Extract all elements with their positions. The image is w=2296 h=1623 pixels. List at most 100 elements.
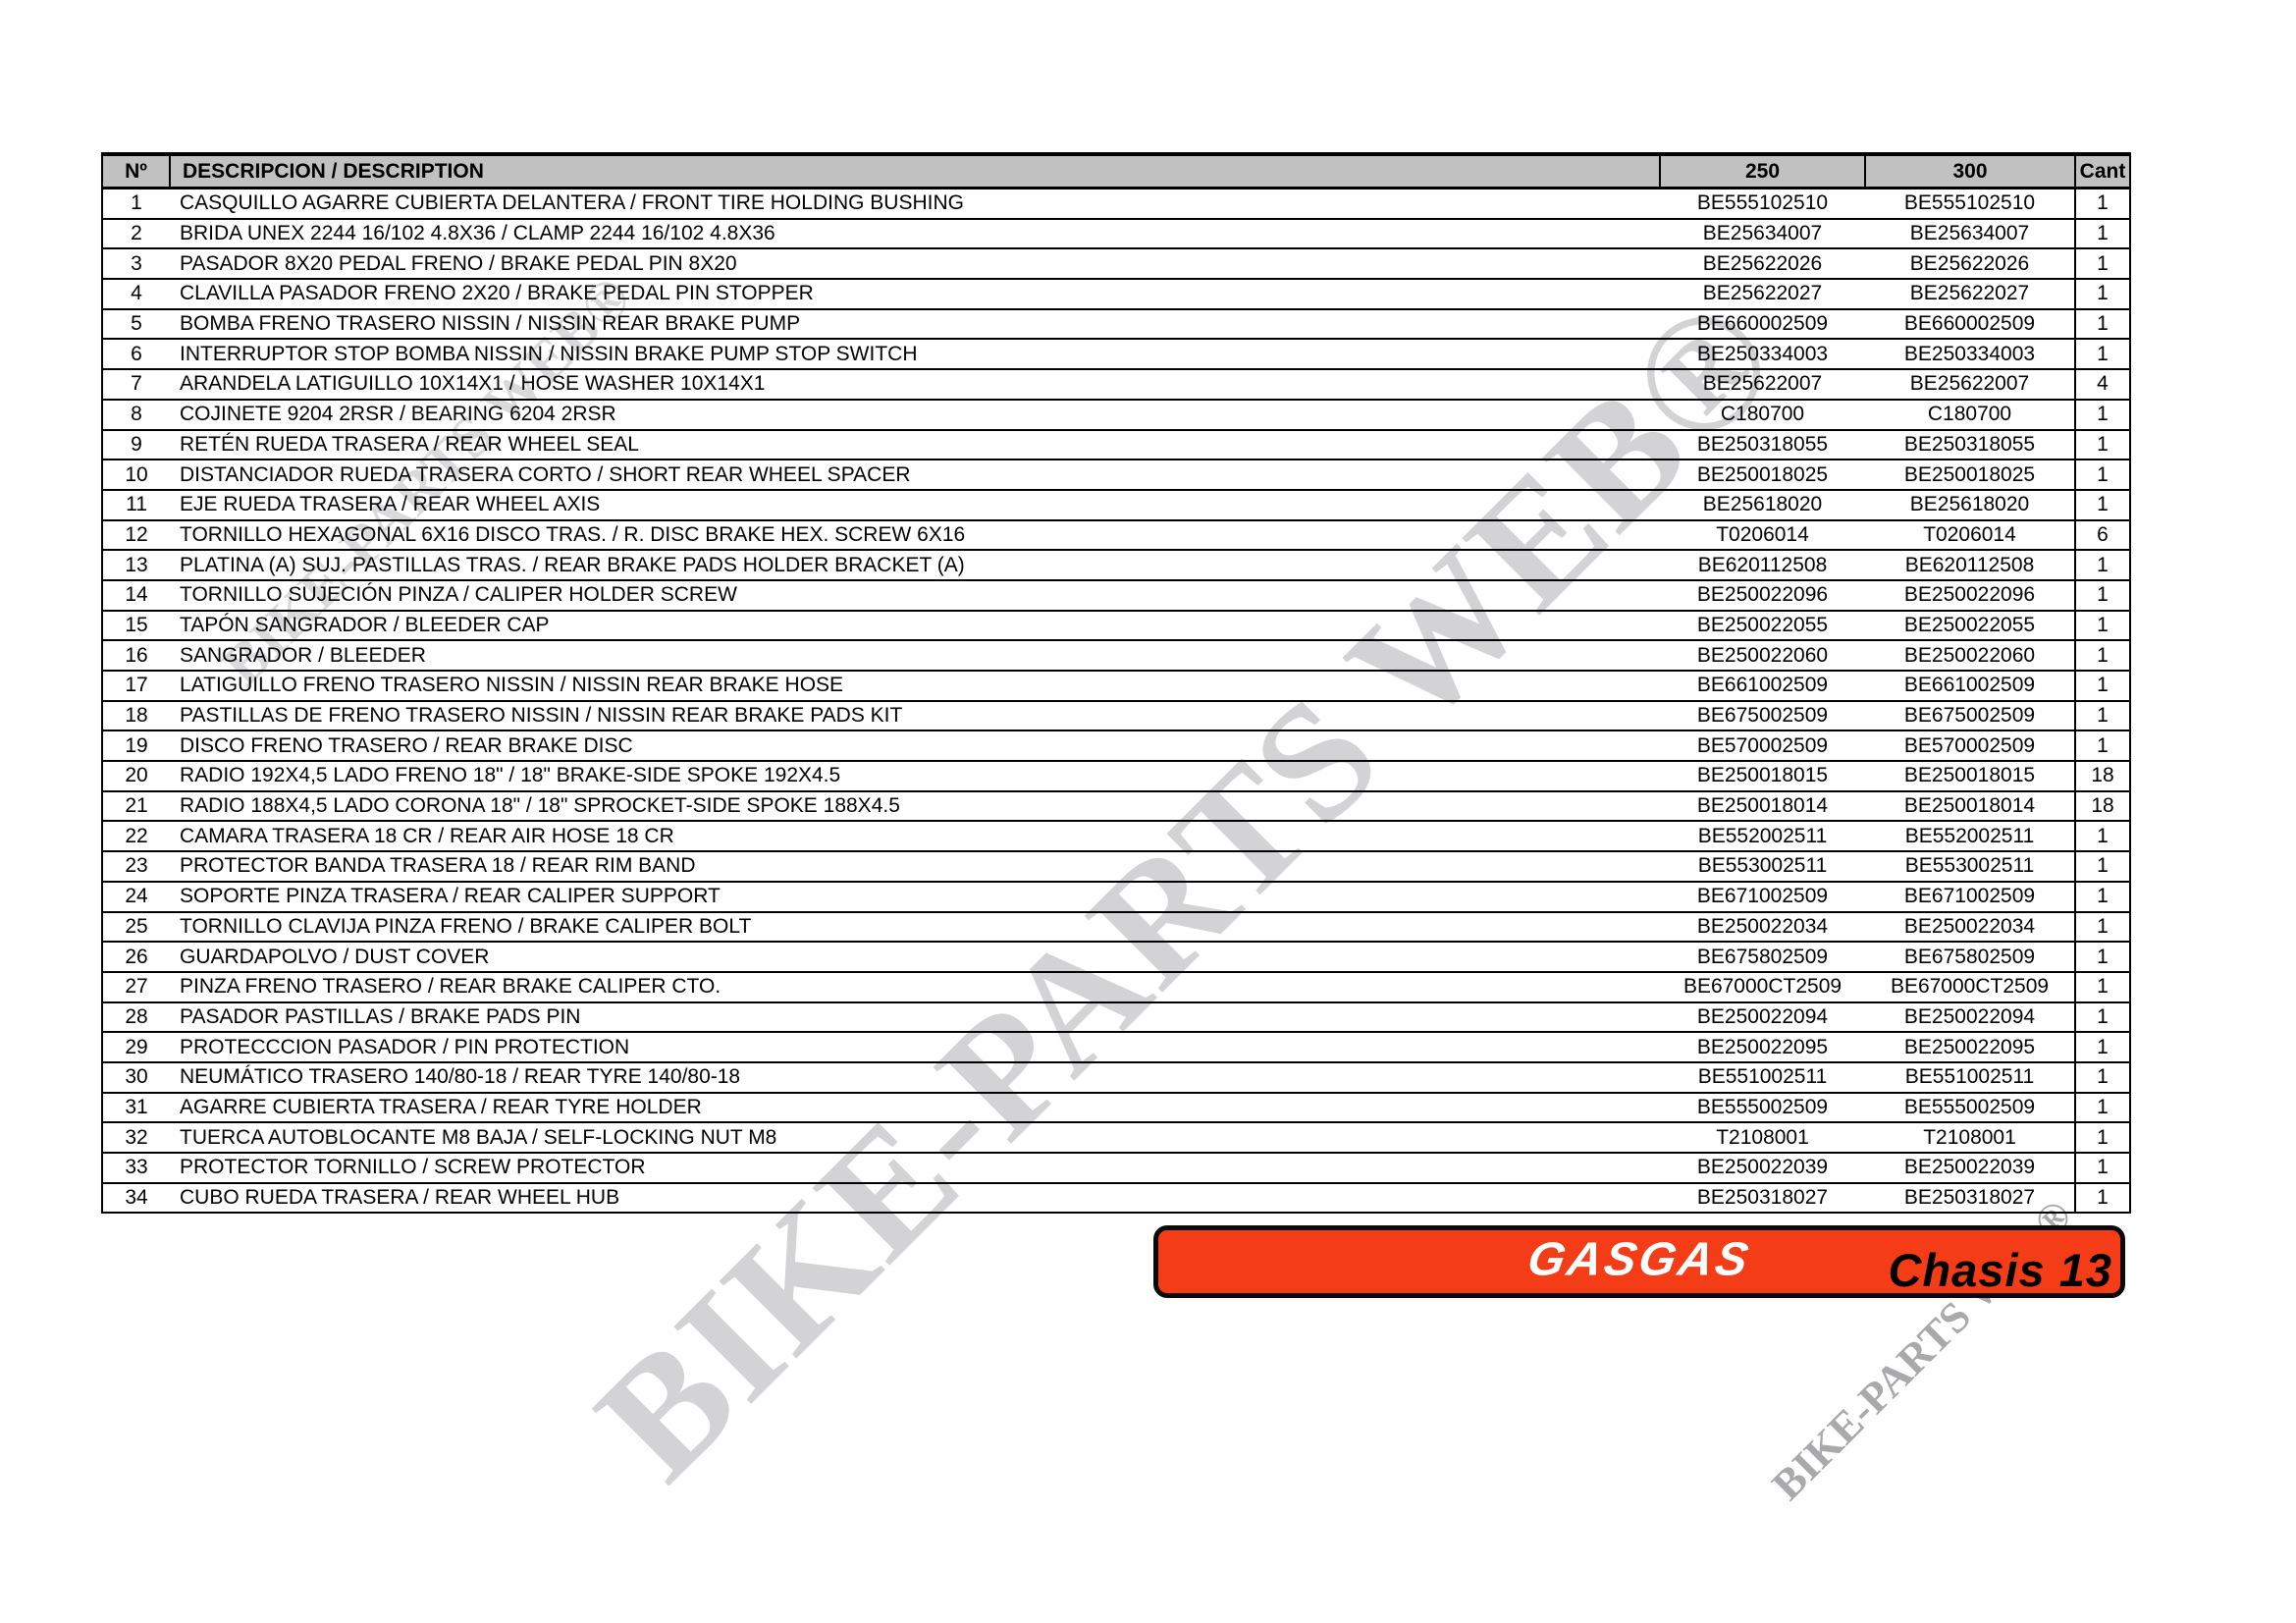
part-number-index-cell: 19 <box>102 730 170 763</box>
part-ref-250-cell: BE250022055 <box>1660 610 1865 642</box>
part-ref-300-cell: BE660002509 <box>1865 308 2075 341</box>
chassis-page-label: Chasis 13 <box>1888 1244 2112 1296</box>
part-number-index-cell: 6 <box>102 339 170 371</box>
part-ref-300-cell: BE250022055 <box>1865 610 2075 642</box>
part-description-cell: PINZA FRENO TRASERO / REAR BRAKE CALIPER… <box>170 971 1660 1003</box>
part-ref-250-cell: BE250318055 <box>1660 429 1865 461</box>
header-description: DESCRIPCION / DESCRIPTION <box>169 152 1660 189</box>
part-ref-300-cell: BE553002511 <box>1865 851 2075 883</box>
part-ref-250-cell: BE250018025 <box>1660 460 1865 491</box>
part-description-cell: TORNILLO SUJECIÓN PINZA / CALIPER HOLDER… <box>170 579 1660 612</box>
part-ref-300-cell: C180700 <box>1865 399 2075 431</box>
part-quantity-cell: 1 <box>2074 640 2130 672</box>
part-number-index-cell: 27 <box>102 971 170 1003</box>
part-ref-250-cell: BE250022039 <box>1660 1153 1865 1184</box>
table-row: 11 EJE RUEDA TRASERA / REAR WHEEL AXIS B… <box>102 489 2130 521</box>
part-ref-250-cell: BE25634007 <box>1660 218 1865 250</box>
table-row: 16 SANGRADOR / BLEEDER BE250022060 BE250… <box>102 640 2130 672</box>
part-ref-250-cell: BE551002511 <box>1660 1061 1865 1094</box>
part-ref-300-cell: BE67000CT2509 <box>1865 971 2075 1003</box>
part-number-index-cell: 15 <box>102 610 170 642</box>
part-ref-250-cell: T0206014 <box>1660 519 1865 552</box>
part-description-cell: CASQUILLO AGARRE CUBIERTA DELANTERA / FR… <box>170 188 1660 220</box>
part-ref-300-cell: BE25622027 <box>1865 279 2075 310</box>
table-row: 2 BRIDA UNEX 2244 16/102 4.8X36 / CLAMP … <box>102 218 2130 250</box>
part-description-cell: TORNILLO HEXAGONAL 6X16 DISCO TRAS. / R.… <box>170 519 1660 552</box>
part-quantity-cell: 1 <box>2074 188 2130 220</box>
part-ref-300-cell: BE250022034 <box>1865 911 2075 944</box>
part-number-index-cell: 22 <box>102 821 170 853</box>
part-quantity-cell: 18 <box>2074 761 2130 792</box>
table-row: 23 PROTECTOR BANDA TRASERA 18 / REAR RIM… <box>102 851 2130 883</box>
table-row: 24 SOPORTE PINZA TRASERA / REAR CALIPER … <box>102 881 2130 913</box>
part-ref-300-cell: T0206014 <box>1865 519 2075 552</box>
part-quantity-cell: 1 <box>2074 248 2130 281</box>
part-number-index-cell: 29 <box>102 1032 170 1063</box>
part-ref-250-cell: BE570002509 <box>1660 730 1865 763</box>
part-ref-300-cell: BE250022094 <box>1865 1001 2075 1034</box>
part-number-index-cell: 21 <box>102 790 170 823</box>
part-ref-300-cell: BE551002511 <box>1865 1061 2075 1094</box>
table-row: 7 ARANDELA LATIGUILLO 10X14X1 / HOSE WAS… <box>102 369 2130 401</box>
part-quantity-cell: 1 <box>2074 671 2130 702</box>
part-description-cell: EJE RUEDA TRASERA / REAR WHEEL AXIS <box>170 489 1660 521</box>
part-quantity-cell: 1 <box>2074 1092 2130 1124</box>
part-quantity-cell: 1 <box>2074 550 2130 581</box>
table-row: 19 DISCO FRENO TRASERO / REAR BRAKE DISC… <box>102 730 2130 763</box>
table-row: 6 INTERRUPTOR STOP BOMBA NISSIN / NISSIN… <box>102 339 2130 371</box>
part-quantity-cell: 1 <box>2074 942 2130 973</box>
part-number-index-cell: 23 <box>102 851 170 883</box>
part-ref-250-cell: C180700 <box>1660 399 1865 431</box>
part-description-cell: SANGRADOR / BLEEDER <box>170 640 1660 672</box>
part-description-cell: INTERRUPTOR STOP BOMBA NISSIN / NISSIN B… <box>170 339 1660 371</box>
part-ref-300-cell: BE25622026 <box>1865 248 2075 281</box>
part-description-cell: COJINETE 9204 2RSR / BEARING 6204 2RSR <box>170 399 1660 431</box>
part-quantity-cell: 1 <box>2074 579 2130 612</box>
header-quantity: Cant <box>2074 152 2130 189</box>
table-row: 5 BOMBA FRENO TRASERO NISSIN / NISSIN RE… <box>102 308 2130 341</box>
part-description-cell: DISTANCIADOR RUEDA TRASERA CORTO / SHORT… <box>170 460 1660 491</box>
header-number: Nº <box>102 152 170 189</box>
part-number-index-cell: 7 <box>102 369 170 401</box>
part-ref-250-cell: BE661002509 <box>1660 671 1865 702</box>
part-ref-250-cell: BE675802509 <box>1660 942 1865 973</box>
part-description-cell: TAPÓN SANGRADOR / BLEEDER CAP <box>170 610 1660 642</box>
part-description-cell: PASADOR PASTILLAS / BRAKE PADS PIN <box>170 1001 1660 1034</box>
part-quantity-cell: 1 <box>2074 429 2130 461</box>
part-ref-300-cell: BE250018015 <box>1865 761 2075 792</box>
table-row: 18 PASTILLAS DE FRENO TRASERO NISSIN / N… <box>102 700 2130 732</box>
part-ref-250-cell: BE25622007 <box>1660 369 1865 401</box>
gasgas-banner: GASGAS Chasis 13 <box>1153 1225 2125 1298</box>
part-number-index-cell: 13 <box>102 550 170 581</box>
part-description-cell: CUBO RUEDA TRASERA / REAR WHEEL HUB <box>170 1182 1660 1215</box>
part-number-index-cell: 5 <box>102 308 170 341</box>
part-ref-300-cell: BE555102510 <box>1865 188 2075 220</box>
part-ref-300-cell: BE250318055 <box>1865 429 2075 461</box>
part-ref-250-cell: BE660002509 <box>1660 308 1865 341</box>
part-number-index-cell: 2 <box>102 218 170 250</box>
part-ref-250-cell: BE250022060 <box>1660 640 1865 672</box>
part-quantity-cell: 1 <box>2074 1001 2130 1034</box>
part-quantity-cell: 1 <box>2074 1032 2130 1063</box>
part-ref-300-cell: BE25622007 <box>1865 369 2075 401</box>
part-ref-300-cell: BE250022060 <box>1865 640 2075 672</box>
table-row: 28 PASADOR PASTILLAS / BRAKE PADS PIN BE… <box>102 1001 2130 1034</box>
part-ref-250-cell: BE555102510 <box>1660 188 1865 220</box>
part-quantity-cell: 1 <box>2074 971 2130 1003</box>
part-ref-250-cell: BE675002509 <box>1660 700 1865 732</box>
header-300-model: 300 <box>1864 152 2075 189</box>
part-quantity-cell: 1 <box>2074 279 2130 310</box>
part-ref-300-cell: T2108001 <box>1865 1122 2075 1154</box>
part-ref-250-cell: BE552002511 <box>1660 821 1865 853</box>
part-ref-250-cell: BE555002509 <box>1660 1092 1865 1124</box>
part-quantity-cell: 1 <box>2074 218 2130 250</box>
part-ref-250-cell: BE620112508 <box>1660 550 1865 581</box>
table-row: 17 LATIGUILLO FRENO TRASERO NISSIN / NIS… <box>102 671 2130 702</box>
part-ref-300-cell: BE250334003 <box>1865 339 2075 371</box>
part-ref-300-cell: BE250018025 <box>1865 460 2075 491</box>
part-ref-250-cell: BE250022095 <box>1660 1032 1865 1063</box>
part-description-cell: AGARRE CUBIERTA TRASERA / REAR TYRE HOLD… <box>170 1092 1660 1124</box>
table-row: 15 TAPÓN SANGRADOR / BLEEDER CAP BE25002… <box>102 610 2130 642</box>
part-number-index-cell: 25 <box>102 911 170 944</box>
part-ref-250-cell: BE250018014 <box>1660 790 1865 823</box>
